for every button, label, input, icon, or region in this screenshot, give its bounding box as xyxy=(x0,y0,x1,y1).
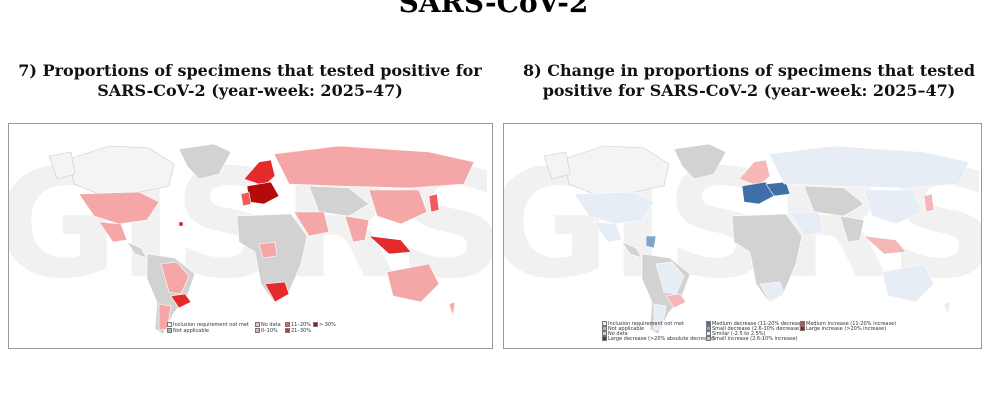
panel8-legend-item: Large increase (>20% increase) xyxy=(800,326,886,332)
panel8-title-line2: positive for SARS-CoV-2 (year-week: 2025… xyxy=(542,81,956,100)
panel7-legend-item: No data xyxy=(255,322,281,328)
panel7-india xyxy=(344,215,370,243)
panel8-world-map: GISRS xyxy=(504,138,981,335)
panel7-title-line2: SARS-CoV-2 (year-week: 2025–47) xyxy=(97,81,403,100)
panel8-legend-item: Small decrease (2.6-10% decrease) xyxy=(706,326,801,332)
panel7-legend-item: 21–30% xyxy=(285,328,311,334)
panel7-map: GISRS Inclusion requ xyxy=(8,123,493,349)
panel8-usa xyxy=(573,191,655,225)
panel8-legend: Inclusion requirement not met Not applic… xyxy=(602,321,902,345)
panel8-legend-item: Similar (-2.5 to 2.5%) xyxy=(706,331,765,337)
panel7-legend-item: Inclusion requirement not met xyxy=(167,322,249,328)
panel7-legend-item: 0–10% xyxy=(255,328,278,334)
panel8-map: GISRS Inclusion requirement not met Not … xyxy=(503,123,982,349)
panel7-legend-item: 11–20% xyxy=(285,322,311,328)
panel7-paraguay xyxy=(170,293,192,309)
panel7-russia xyxy=(273,145,475,189)
panel7-title: 7) Proportions of specimens that tested … xyxy=(15,61,485,101)
panel8-colombia xyxy=(645,235,657,249)
panel7-greenland xyxy=(178,143,232,180)
panel7-china xyxy=(368,189,428,225)
panel7-legend-item: > 30% xyxy=(313,322,336,328)
panel7-brazil xyxy=(160,261,190,295)
panel8-legend-item: Medium increase (11-20% increase) xyxy=(800,321,896,327)
panel7-australia xyxy=(386,263,440,303)
panel8-legend-item: Large decrease (>20% absolute decrease) xyxy=(602,336,715,342)
panel8-title-line1: 8) Change in proportions of specimens th… xyxy=(522,61,976,80)
panel8-legend-item: No data xyxy=(602,331,628,337)
panel8-legend-item: Inclusion requirement not met xyxy=(602,321,684,327)
panel7-alaska xyxy=(48,151,76,180)
panel8-title: 8) Change in proportions of specimens th… xyxy=(514,61,984,101)
panel7-mexico xyxy=(98,221,128,243)
panel7-indonesia xyxy=(368,235,412,255)
panel7-south-africa xyxy=(264,281,290,303)
panel7-caribbean xyxy=(179,222,183,226)
panel7-world-map: GISRS xyxy=(9,138,492,335)
panel8-legend-item: Medium decrease (11-20% decrease) xyxy=(706,321,805,327)
panel7-legend: Inclusion requirement not met No data 11… xyxy=(167,322,367,338)
panel7-usa xyxy=(78,191,160,225)
panel7-legend-item: Not applicable xyxy=(167,328,209,334)
panel7-canada xyxy=(68,145,175,195)
panel8-legend-item: Small increase (2.6-10% increase) xyxy=(706,336,798,342)
panel7-title-line1: 7) Proportions of specimens that tested … xyxy=(18,61,482,80)
panel8-legend-item: Not applicable xyxy=(602,326,644,332)
panel8-central-europe xyxy=(741,181,775,205)
page-title: SARS-CoV-2 xyxy=(398,0,589,19)
panel7-japan xyxy=(428,193,440,213)
